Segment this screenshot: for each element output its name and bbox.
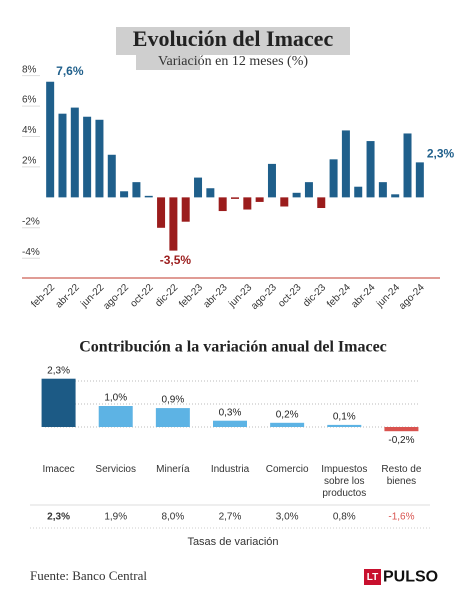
category-label: Minería	[156, 464, 190, 475]
x-tick-label: feb-24	[325, 282, 353, 310]
bar	[155, 408, 190, 427]
bar	[98, 406, 133, 427]
bar	[231, 197, 239, 199]
bar	[169, 197, 178, 251]
value-label: 2,3%	[47, 365, 70, 376]
x-tick-label: ago-24	[397, 282, 427, 312]
y-tick-label: 2%	[22, 156, 37, 167]
x-tick-label: ago-23	[249, 282, 279, 312]
bar	[327, 424, 362, 427]
bar	[157, 197, 166, 228]
bar	[107, 154, 116, 198]
bar	[403, 133, 412, 198]
bar	[41, 378, 76, 427]
bar	[304, 182, 313, 198]
bar	[329, 159, 338, 198]
rate-label: 0,8%	[333, 512, 356, 523]
value-label: 0,9%	[161, 395, 184, 406]
logo-mark: LT	[367, 572, 378, 583]
rates-caption: Tasas de variación	[187, 536, 278, 548]
category-label: Resto de bienes	[381, 464, 422, 487]
chart-title: Evolución del Imacec	[133, 26, 334, 51]
value-label: 1,0%	[104, 393, 127, 404]
rate-label: 1,9%	[104, 512, 127, 523]
chart-title: Contribución a la variación anual del Im…	[79, 339, 387, 356]
bar	[194, 177, 203, 198]
bar	[213, 420, 247, 427]
category-label: Impuestos sobre los productos	[321, 464, 368, 499]
x-tick-label: feb-22	[29, 282, 57, 310]
y-tick-label: 4%	[22, 125, 37, 136]
value-label: 7,6%	[56, 64, 84, 78]
bar	[391, 194, 400, 198]
x-tick-label: oct-22	[128, 282, 156, 310]
bar	[95, 119, 104, 198]
x-tick-label: abr-23	[201, 282, 230, 311]
bar	[120, 191, 129, 198]
x-tick-label: abr-24	[349, 282, 378, 311]
bar	[354, 186, 363, 198]
rate-label: 2,3%	[47, 512, 70, 523]
bar	[181, 197, 190, 222]
value-label: 2,3%	[427, 147, 455, 161]
bar	[341, 130, 350, 198]
value-label: -0,2%	[388, 435, 414, 446]
bar	[270, 422, 305, 427]
category-label: Servicios	[95, 464, 136, 475]
x-tick-label: feb-23	[177, 282, 205, 310]
y-tick-label: -2%	[22, 216, 40, 227]
bar	[366, 141, 375, 198]
x-tick-label: dic-22	[153, 282, 180, 309]
category-label: Comercio	[265, 464, 309, 475]
value-label: 0,3%	[219, 407, 242, 418]
y-tick-label: 6%	[22, 95, 37, 106]
bar	[218, 197, 227, 212]
bar	[46, 81, 55, 198]
bar	[267, 163, 276, 198]
rate-label: 8,0%	[161, 512, 184, 523]
bar	[243, 197, 252, 210]
bar	[83, 116, 92, 198]
bar	[384, 427, 419, 432]
logo-box	[364, 569, 381, 585]
bar	[132, 182, 141, 198]
source: Fuente: Banco Central	[30, 568, 147, 583]
value-label: -3,5%	[160, 253, 192, 267]
logo-text: PULSO	[383, 569, 438, 586]
bar	[415, 162, 424, 198]
bar	[144, 195, 153, 198]
bar	[58, 113, 67, 198]
bar	[292, 192, 301, 198]
bar	[378, 182, 387, 198]
bar	[70, 107, 79, 198]
value-label: 0,1%	[333, 412, 356, 423]
chart-subtitle: Variación en 12 meses (%)	[158, 54, 308, 69]
category-label: Imacec	[42, 464, 75, 475]
bar	[317, 197, 326, 209]
x-tick-label: dic-23	[301, 282, 328, 309]
rate-label: 3,0%	[276, 512, 299, 523]
x-tick-label: oct-23	[276, 282, 304, 310]
x-tick-label: abr-22	[54, 282, 83, 311]
title-highlight	[116, 27, 350, 55]
bar	[280, 197, 289, 207]
y-tick-label: 8%	[22, 64, 37, 75]
value-label: 0,2%	[276, 409, 299, 420]
x-tick-label: ago-22	[101, 282, 131, 312]
bar	[206, 188, 215, 198]
rate-label: -1,6%	[388, 512, 414, 523]
subtitle-highlight	[136, 54, 200, 70]
bar	[255, 197, 264, 202]
category-label: Industria	[210, 464, 250, 475]
y-tick-label: -4%	[22, 247, 40, 258]
rate-label: 2,7%	[219, 512, 242, 523]
